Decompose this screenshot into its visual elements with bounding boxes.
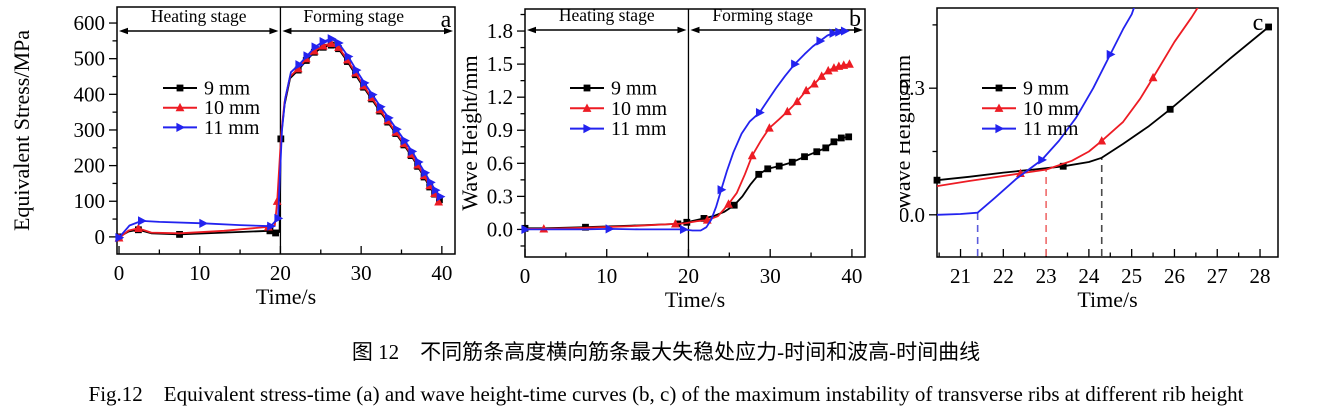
x-tick-label: 23 xyxy=(1036,264,1057,288)
chart-a-stress-time: 0 10 20 30 40 0 100 200 300 400 500 600 Heating stag… xyxy=(0,0,460,310)
heating-stage-label: Heating stage xyxy=(559,5,655,25)
series-11-mm xyxy=(115,34,446,243)
caption-chinese: 图 12 不同筋条高度横向筋条最大失稳处应力-时间和波高-时间曲线 xyxy=(351,340,981,364)
x-tick-label: 25 xyxy=(1121,264,1142,288)
x-tick-label: 20 xyxy=(678,264,699,288)
x-tick-label: 10 xyxy=(596,264,617,288)
x-tick-label: 30 xyxy=(760,264,781,288)
x-tick-label: 0 xyxy=(520,264,531,288)
y-axis-label: Equivalent Stress/MPa xyxy=(9,30,34,231)
y-tick-label: 300 xyxy=(74,118,106,142)
x-tick-label: 27 xyxy=(1207,264,1228,288)
x-tick-label: 20 xyxy=(270,261,291,285)
y-tick-label: 200 xyxy=(74,154,106,178)
x-tick-label: 24 xyxy=(1078,264,1100,288)
legend-label: 11 mm xyxy=(204,117,260,139)
charts-row: 0 10 20 30 40 0 100 200 300 400 500 600 Heating stag… xyxy=(0,0,1332,312)
plot-frame xyxy=(936,7,1279,258)
legend-label: 10 mm xyxy=(1023,98,1080,120)
heating-stage-label: Heating stage xyxy=(151,6,247,26)
legend-label: 9 mm xyxy=(204,78,251,100)
x-axis-label: Time/s xyxy=(256,284,316,309)
axis-ticks xyxy=(929,24,1261,257)
legend-label: 11 mm xyxy=(1023,118,1079,140)
legend-label: 11 mm xyxy=(611,118,667,140)
panel-letter: c xyxy=(1253,10,1264,36)
plot-frame xyxy=(116,6,456,255)
y-tick-label: 0.9 xyxy=(487,118,513,142)
x-tick-label: 21 xyxy=(950,264,971,288)
x-tick-label: 22 xyxy=(993,264,1014,288)
series-9-mm xyxy=(521,133,853,232)
x-tick-label: 26 xyxy=(1164,264,1185,288)
x-tick-label: 40 xyxy=(841,264,862,288)
y-tick-label: 0.3 xyxy=(487,184,513,208)
y-tick-label: 0.3 xyxy=(900,76,925,100)
legend-label: 10 mm xyxy=(204,97,261,119)
series-9-mm xyxy=(933,23,1272,184)
chart-b-wave-height-time: 0 10 20 30 40 0.0 0.3 0.6 0.9 1.2 1.5 1.8 Heating st… xyxy=(457,0,900,312)
series-11-mm xyxy=(521,26,850,235)
y-tick-label: 0.6 xyxy=(487,151,513,175)
y-tick-label: 1.8 xyxy=(487,19,513,43)
x-tick-label: 28 xyxy=(1250,264,1271,288)
y-tick-label: 600 xyxy=(74,11,106,35)
series-10-mm xyxy=(937,8,1199,187)
y-axis-label: Wave Height/mm xyxy=(900,55,915,210)
x-tick-label: 10 xyxy=(189,261,210,285)
chart-b-svg: 0 10 20 30 40 0.0 0.3 0.6 0.9 1.2 1.5 1.8 Heating st… xyxy=(457,5,866,312)
caption-english: Fig.12 Equivalent stress-time (a) and wa… xyxy=(88,382,1244,406)
x-tick-label: 40 xyxy=(431,261,452,285)
x-tick-label: 30 xyxy=(351,261,372,285)
y-axis-label: Wave Height/mm xyxy=(460,55,482,210)
legend-label: 9 mm xyxy=(611,78,658,100)
y-tick-label: 1.2 xyxy=(487,85,513,109)
x-axis-label: Time/s xyxy=(665,287,725,310)
y-tick-label: 1.5 xyxy=(487,52,513,76)
y-tick-label: 500 xyxy=(74,47,106,71)
x-axis-label: Time/s xyxy=(1077,287,1137,310)
panel-letter: b xyxy=(849,6,861,32)
forming-stage-label: Forming stage xyxy=(712,5,813,25)
legend-label: 10 mm xyxy=(611,98,668,120)
y-tick-label: 0 xyxy=(95,225,106,249)
y-tick-label: 0.0 xyxy=(900,203,925,227)
plot-frame xyxy=(524,8,866,258)
legend-label: 9 mm xyxy=(1023,78,1070,100)
forming-stage-label: Forming stage xyxy=(303,6,404,26)
axis-ticks xyxy=(109,22,443,254)
series-11-mm xyxy=(937,8,1135,216)
series-10-mm xyxy=(525,59,854,233)
panel-letter: a xyxy=(441,7,452,33)
y-tick-label: 400 xyxy=(74,82,106,106)
chart-c-wave-height-time-zoom: 21 22 23 24 25 26 27 28 0.0 0.3 9 mm 10 mm 11 mm c Tim… xyxy=(890,0,1332,312)
x-tick-label: 0 xyxy=(114,261,125,285)
y-tick-label: 100 xyxy=(74,189,106,213)
y-tick-label: 0.0 xyxy=(487,217,513,241)
